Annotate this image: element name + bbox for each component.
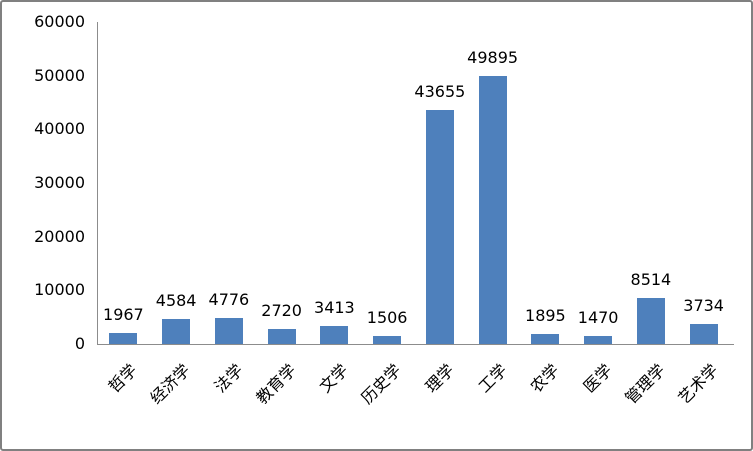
bar-value-label: 4584 [155,291,197,311]
bar-value-label: 1967 [103,305,144,325]
y-tick-label: 30000 [34,173,85,192]
bar-value-label: 1895 [525,305,566,325]
bar [689,323,718,344]
category-label: 工学 [474,360,511,397]
bar-value-label: 1470 [577,308,619,328]
y-tick-label: 40000 [34,119,85,139]
bar-value-label: 4776 [208,290,250,310]
bar [320,325,349,344]
category-label: 哲学 [105,360,142,397]
bar [109,333,138,344]
y-axis-line [97,22,98,344]
bar [267,329,296,344]
category-label: 管理学 [621,360,669,408]
category-label: 农学 [527,360,564,397]
bar [636,298,665,344]
category-label: 文学 [316,360,353,397]
y-tick-label: 0 [74,334,85,353]
bar-value-label: 2720 [261,301,302,321]
bar-value-label: 49895 [467,48,519,68]
y-tick-label: 10000 [34,280,85,300]
category-label: 法学 [210,360,247,397]
category-label: 艺术学 [673,360,722,408]
y-tick-label: 50000 [34,65,85,85]
bar [425,109,454,344]
bar [373,335,402,344]
category-label: 医学 [579,360,616,397]
bar [162,319,191,344]
bar-value-label: 3734 [683,295,724,315]
plot-area: 0 10000 20000 30000 40000 50000 60000 1967 4584… [34,13,734,408]
bar-value-label: 8514 [630,270,672,290]
bar [531,333,560,344]
bar-value-label: 3413 [314,297,355,317]
bar-value-label: 43655 [414,81,466,101]
y-tick-label: 60000 [34,12,85,31]
bar [214,318,243,344]
bar-value-label: 1506 [366,307,408,327]
category-label: 经济学 [146,360,194,408]
category-label: 理学 [421,360,458,397]
y-tick-label: 20000 [34,226,85,246]
category-label: 教育学 [251,360,300,408]
bar [478,76,507,344]
bar [584,336,613,344]
category-label: 历史学 [357,360,405,408]
x-axis-line [97,344,734,345]
